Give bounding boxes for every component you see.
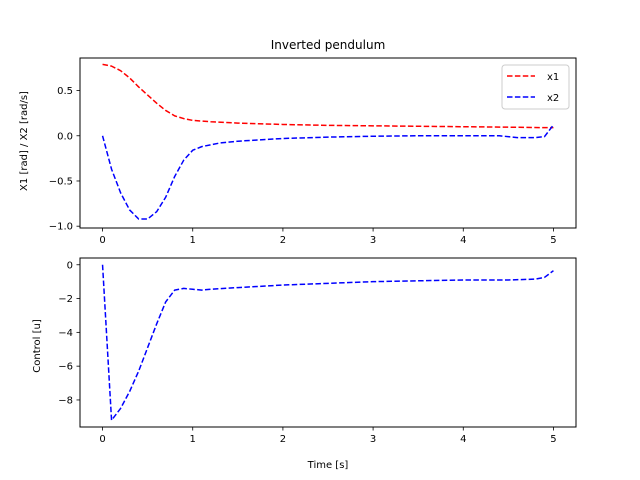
x-tick-label: 0 [99, 434, 105, 445]
x-tick-label: 3 [370, 434, 376, 445]
x-tick-label: 1 [190, 235, 196, 246]
series-line-x1 [102, 63, 554, 129]
chart-title: Inverted pendulum [271, 38, 386, 52]
plot-frame [79, 257, 577, 428]
x-axis-label: Time [s] [307, 460, 349, 471]
y-tick-label: −4 [58, 328, 73, 339]
y-axis-label: X1 [rad] / X2 [rad/s] [19, 91, 30, 191]
y-tick-label: −2 [58, 294, 73, 305]
x-tick-label: 0 [99, 235, 105, 246]
x-tick-label: 4 [460, 235, 466, 246]
state-plot-panel: Inverted pendulum X1 [rad] / X2 [rad/s] … [19, 38, 577, 246]
series-line-x2 [101, 124, 555, 220]
x-tick-label: 5 [550, 235, 556, 246]
y-tick-label: −6 [58, 362, 73, 373]
series-line-control-0 [101, 264, 554, 421]
legend-label-x1: x1 [547, 72, 559, 83]
x-tick-label: 4 [460, 434, 466, 445]
y-tick-label: 0.0 [57, 131, 73, 142]
legend: x1 x2 [501, 64, 570, 110]
legend-label-x2: x2 [547, 93, 559, 104]
y-tick-label: −0.5 [49, 176, 73, 187]
control-plot-panel: Control [u] Time [s] 0 1 2 3 4 5 −8 −6 −4 −2 0 [32, 257, 577, 471]
x-tick-label: 2 [280, 434, 286, 445]
x-tick-label: 1 [190, 434, 196, 445]
y-axis-label: Control [u] [32, 319, 43, 373]
plot-frame [79, 57, 577, 229]
y-tick-label: −8 [58, 395, 73, 406]
x-tick-label: 2 [280, 235, 286, 246]
y-tick-label: −1.0 [49, 222, 73, 233]
x-tick-label: 3 [370, 235, 376, 246]
y-tick-label: 0 [67, 260, 73, 271]
y-tick-label: 0.5 [57, 86, 73, 97]
x-tick-label: 5 [550, 434, 556, 445]
